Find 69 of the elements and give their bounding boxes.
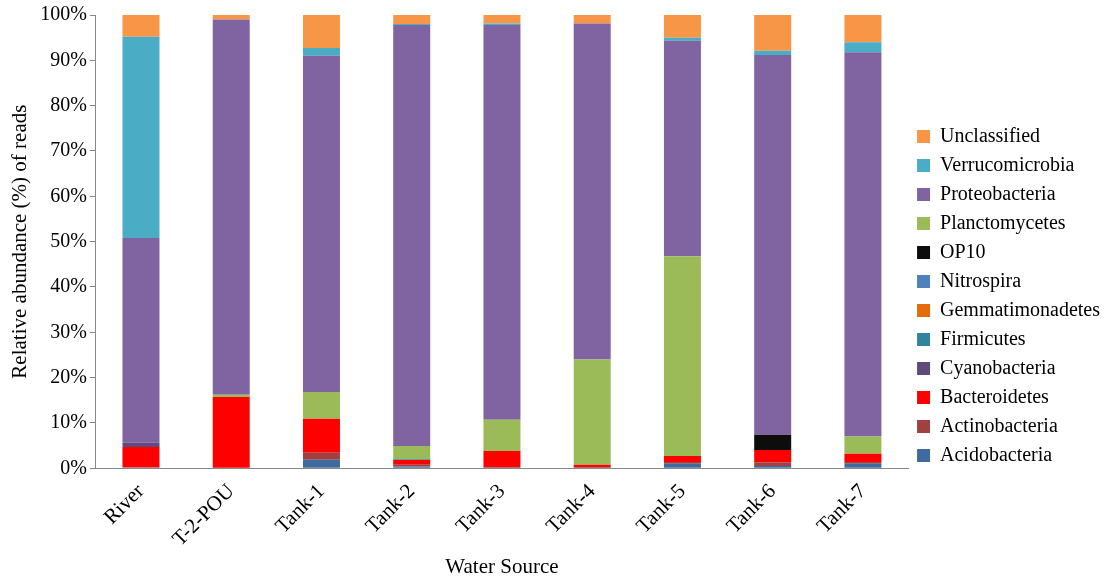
y-tick-label: 40% <box>50 274 87 297</box>
bar <box>573 15 611 24</box>
bar <box>212 15 250 20</box>
bar <box>483 24 521 420</box>
legend-label: Proteobacteria <box>940 181 1056 204</box>
bar <box>663 463 701 468</box>
bar <box>573 23 611 360</box>
bar <box>302 15 340 49</box>
bar <box>483 419 521 452</box>
legend-label: Planctomycetes <box>940 210 1066 234</box>
bar <box>754 15 792 51</box>
bar <box>122 238 160 443</box>
bar <box>122 15 160 37</box>
bar <box>302 392 340 419</box>
y-tick-label: 10% <box>50 410 87 433</box>
y-tick-label: 50% <box>50 228 87 251</box>
legend-label: Gemmatimonadetes <box>940 297 1101 320</box>
legend-label: Verrucomicrobia <box>940 152 1075 175</box>
bar <box>844 436 882 454</box>
bar <box>122 36 160 238</box>
bar <box>122 446 160 468</box>
bar <box>302 48 340 56</box>
bar <box>844 453 882 462</box>
bar <box>754 450 792 463</box>
legend-label: OP10 <box>940 239 986 262</box>
bar <box>393 15 431 25</box>
bar <box>844 52 882 437</box>
legend-label: Actinobacteria <box>940 413 1058 436</box>
bar <box>754 50 792 55</box>
legend-label: Cyanobacteria <box>940 355 1056 379</box>
y-tick-label: 70% <box>50 138 87 161</box>
bar <box>663 15 701 38</box>
bar <box>754 434 792 451</box>
legend-label: Bacteroidetes <box>940 384 1050 407</box>
bar <box>844 15 882 43</box>
y-axis-title: Relative abundance (%) of reads <box>7 104 32 379</box>
y-tick-label: 100% <box>40 2 87 25</box>
bar <box>483 451 521 467</box>
legend-label: Firmicutes <box>940 326 1026 349</box>
y-tick-label: 30% <box>50 319 87 342</box>
y-tick-label: 20% <box>50 364 87 387</box>
legend-label: Nitrospira <box>940 268 1022 292</box>
bar <box>573 359 611 465</box>
y-tick-label: 90% <box>50 47 87 70</box>
bar <box>302 459 340 468</box>
bar <box>302 452 340 460</box>
bar <box>302 55 340 393</box>
y-tick-label: 60% <box>50 183 87 206</box>
bar <box>302 418 340 453</box>
bar <box>754 54 792 435</box>
bar <box>212 397 250 468</box>
bar <box>663 37 701 41</box>
bar <box>663 40 701 257</box>
bar <box>393 446 431 460</box>
bar <box>844 42 882 53</box>
x-axis-title: Water Source <box>445 553 559 578</box>
y-tick-label: 80% <box>50 92 87 115</box>
bar <box>393 24 431 447</box>
y-tick-label: 0% <box>60 455 87 478</box>
legend-label: Acidobacteria <box>940 442 1053 465</box>
bar <box>663 456 701 462</box>
bar <box>663 256 701 457</box>
bar <box>393 460 431 465</box>
bar <box>483 15 521 24</box>
bar <box>754 462 792 466</box>
bar <box>212 19 250 395</box>
legend-label: Unclassified <box>940 123 1041 146</box>
bar <box>844 463 882 468</box>
bar <box>122 442 160 447</box>
